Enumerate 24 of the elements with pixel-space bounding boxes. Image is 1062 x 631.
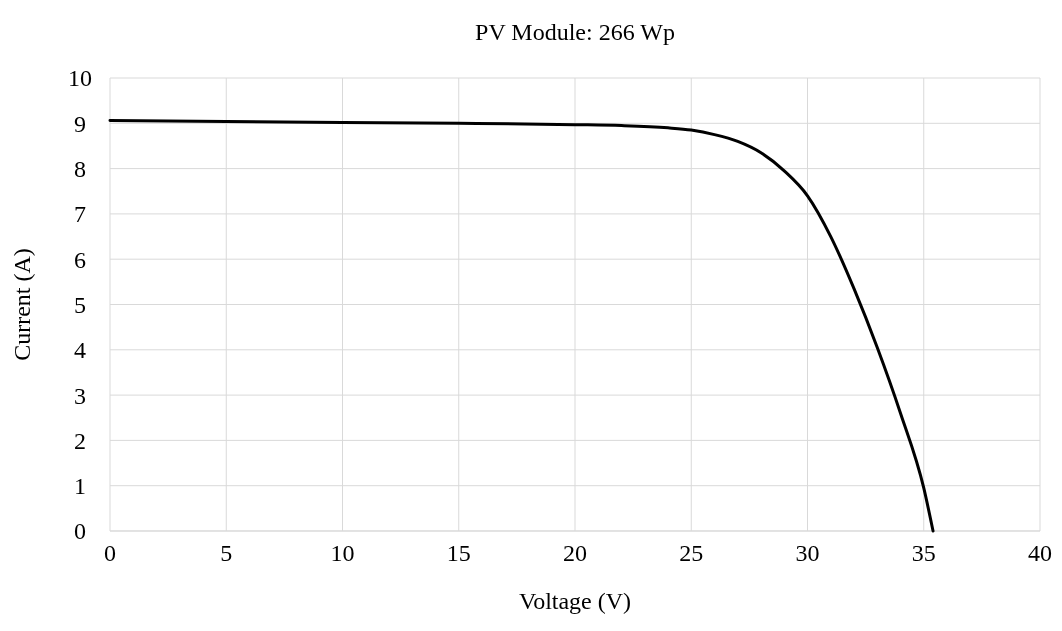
y-tick-label: 7: [74, 201, 86, 228]
x-tick-label: 35: [911, 540, 936, 566]
y-axis-title: Current (A): [9, 248, 35, 361]
y-tick-label: 8: [74, 156, 86, 182]
x-tick-label: 40: [1028, 540, 1052, 566]
y-tick-label: 2: [74, 427, 86, 454]
x-tick-label: 0: [104, 540, 116, 566]
y-tick-label: 10: [68, 65, 92, 92]
y-tick-label: 3: [74, 382, 86, 409]
x-tick-label: 25: [679, 540, 704, 566]
y-tick-label: 4: [74, 337, 86, 364]
y-tick-label: 6: [74, 246, 86, 273]
chart-title: PV Module: 266 Wp: [475, 19, 675, 45]
x-tick-label: 30: [795, 540, 820, 566]
x-tick-label: 20: [563, 540, 587, 566]
y-tick-label: 1: [74, 473, 86, 500]
x-axis-title: Voltage (V): [518, 588, 632, 614]
line-series: [108, 119, 935, 533]
x-tick-label: 5: [220, 540, 233, 566]
x-tick-label: 15: [446, 540, 471, 566]
y-tick-label: 9: [74, 110, 86, 137]
x-tick-label: 10: [330, 540, 355, 566]
y-tick-label: 5: [74, 291, 86, 318]
y-tick-label: 0: [74, 518, 86, 545]
